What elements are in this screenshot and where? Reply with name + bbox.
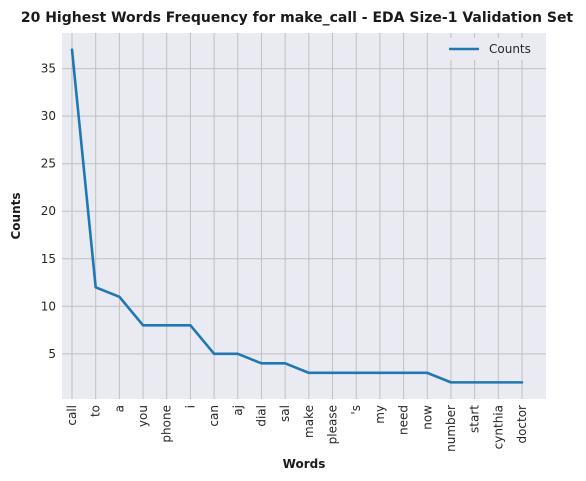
y-tick-label: 35 [41,62,56,76]
x-tick-label: start [468,405,482,433]
legend-label-counts: Counts [489,42,531,56]
plot-area [62,33,546,399]
x-tick-label: to [89,405,103,417]
x-tick-label: doctor [515,405,529,444]
x-tick-label: now [420,405,434,430]
y-axis-label: Counts [9,192,23,239]
y-axis: 5 10 15 20 25 30 35 [41,62,56,361]
x-tick-label: sal [278,405,292,422]
x-tick-label: need [397,405,411,435]
x-tick-label: call [65,405,79,426]
x-tick-label: you [136,405,150,427]
x-axis-label: Words [283,457,326,471]
y-tick-label: 5 [48,347,56,361]
y-tick-label: 25 [41,157,56,171]
series-layer [70,48,524,384]
x-tick-label: my [373,405,387,424]
x-tick-label: i [183,405,197,408]
x-tick-label: number [444,405,458,452]
legend-box [442,38,540,60]
y-tick-label: 10 [41,299,56,313]
y-tick-label: 30 [41,109,56,123]
x-tick-label: aj [231,405,245,416]
legend: Counts [442,38,540,60]
x-tick-label: make [302,405,316,438]
series-line-counts [70,48,524,384]
x-tick-label: cynthia [491,405,505,449]
x-tick-label: dial [254,405,268,427]
x-tick-label: 's [349,405,363,415]
x-tick-label: a [112,405,126,412]
chart-title: 20 Highest Words Frequency for make_call… [21,10,574,26]
x-tick-label: phone [160,405,174,443]
grid [62,33,546,399]
x-tick-label: can [207,405,221,427]
x-tick-label: please [326,405,340,444]
y-tick-label: 15 [41,252,56,266]
x-axis: call to a you phone i can aj dial sal make please 's… [65,405,529,452]
y-tick-label: 20 [41,204,56,218]
